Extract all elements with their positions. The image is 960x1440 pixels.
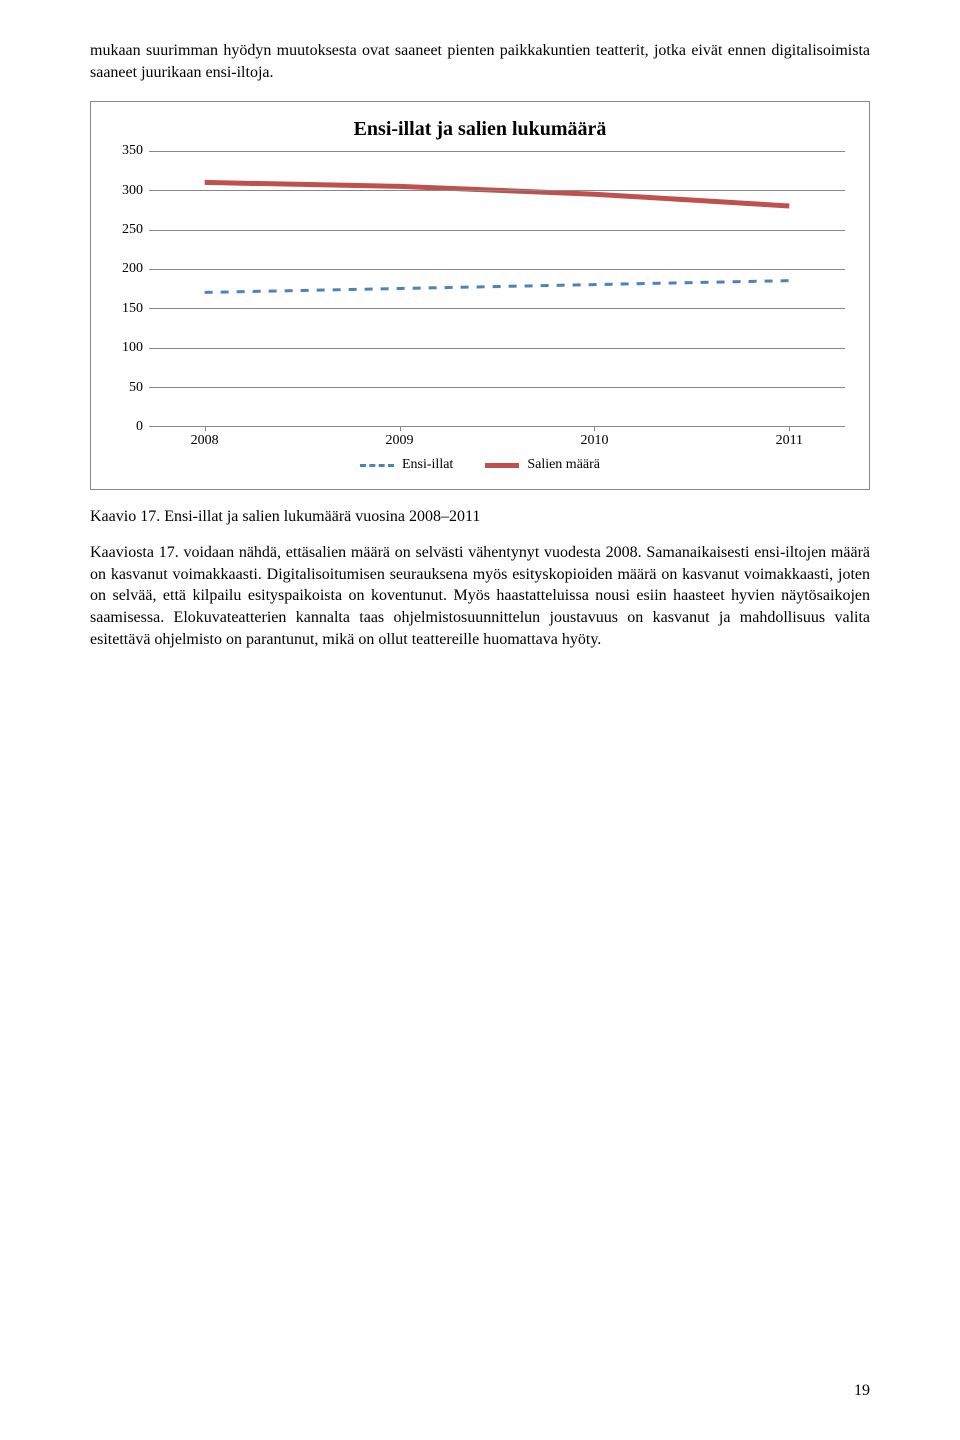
series-line — [205, 281, 790, 293]
chart-legend: Ensi-illat Salien määrä — [109, 457, 851, 473]
chart-lines — [149, 151, 845, 426]
chart-container: Ensi-illat ja salien lukumäärä 0 50 100 150… — [90, 101, 870, 490]
series-line — [205, 183, 790, 207]
page: mukaan suurimman hyödyn muutoksesta ovat… — [0, 0, 960, 1440]
x-tick-label: 2010 — [580, 433, 608, 449]
gridline — [149, 308, 845, 309]
x-tick-label: 2011 — [776, 433, 803, 449]
legend-label: Salien määrä — [527, 457, 600, 473]
x-axis: 2008 2009 2010 2011 — [149, 431, 845, 451]
legend-item: Ensi-illat — [360, 457, 453, 473]
y-tick-label: 250 — [109, 222, 143, 238]
x-tick-label: 2009 — [386, 433, 414, 449]
y-axis: 050100150200250300350 — [109, 151, 143, 427]
chart-plot: 050100150200250300350 2008200920102011 — [149, 151, 845, 451]
intro-paragraph: mukaan suurimman hyödyn muutoksesta ovat… — [90, 40, 870, 83]
x-tick-label: 2008 — [191, 433, 219, 449]
y-tick-label: 0 — [109, 419, 143, 435]
plot-area — [149, 151, 845, 427]
legend-label: Ensi-illat — [402, 457, 453, 473]
page-number: 19 — [854, 1382, 870, 1400]
gridline — [149, 230, 845, 231]
y-tick-label: 150 — [109, 301, 143, 317]
legend-swatch — [360, 464, 394, 467]
y-tick-label: 100 — [109, 340, 143, 356]
gridline — [149, 269, 845, 270]
gridline — [149, 151, 845, 152]
y-tick-label: 300 — [109, 183, 143, 199]
gridline — [149, 387, 845, 388]
gridline — [149, 348, 845, 349]
y-tick-label: 350 — [109, 143, 143, 159]
legend-swatch — [485, 463, 519, 468]
chart-title: Ensi-illat ja salien lukumäärä — [109, 118, 851, 141]
y-tick-label: 200 — [109, 261, 143, 277]
body-paragraph: Kaaviosta 17. voidaan nähdä, ettäsalien … — [90, 542, 870, 650]
y-tick-label: 50 — [109, 380, 143, 396]
legend-item: Salien määrä — [485, 457, 600, 473]
chart-caption: Kaavio 17. Ensi-illat ja salien lukumäär… — [90, 508, 870, 526]
gridline — [149, 190, 845, 191]
